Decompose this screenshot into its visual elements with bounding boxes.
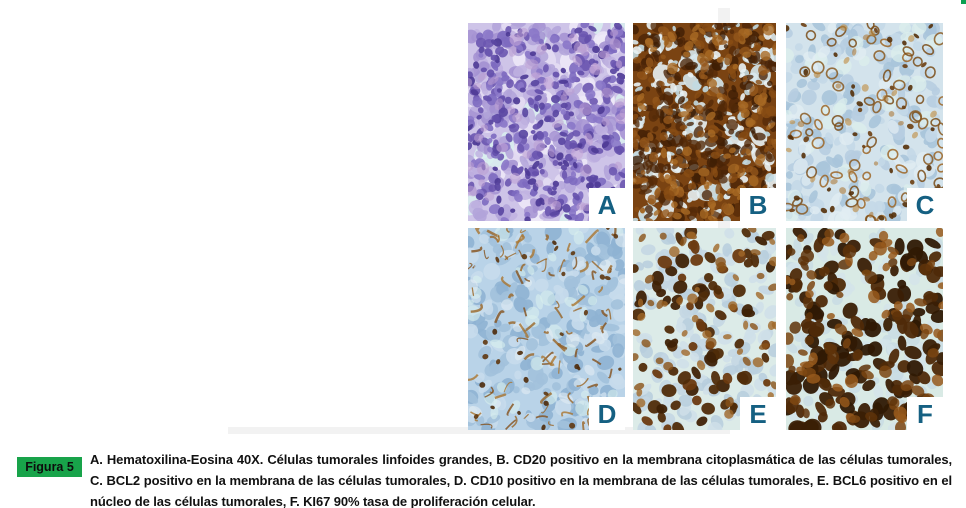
panel-A-letter: A	[597, 189, 617, 220]
panel-F-letter: F	[917, 398, 933, 429]
scan-artifact-green-fleck	[961, 0, 966, 4]
panel-D-letter: D	[597, 398, 617, 429]
panel-C-label-box: C	[907, 188, 943, 221]
panel-C-letter: C	[915, 189, 935, 220]
histology-image-D	[468, 228, 625, 430]
panel-A-hematoxylin-eosin: A	[468, 23, 625, 221]
panel-D-cd10: D	[468, 228, 625, 430]
panel-E-label-box: E	[740, 397, 776, 430]
panel-E-bcl6: E	[633, 228, 776, 430]
panel-A-label-box: A	[589, 188, 625, 221]
panel-B-label-box: B	[740, 188, 776, 221]
panel-B-letter: B	[748, 189, 768, 220]
histology-image-E	[633, 228, 776, 430]
panel-F-ki67: F	[786, 228, 943, 430]
panel-B-cd20: B	[633, 23, 776, 221]
histology-image-F	[786, 228, 943, 430]
panel-E-letter: E	[749, 398, 767, 429]
figure-caption: A. Hematoxilina-Eosina 40X. Células tumo…	[90, 452, 952, 508]
panel-C-bcl2: C	[786, 23, 943, 221]
figure-frame: A B C D E	[228, 8, 943, 434]
figure-number-chip: Figura 5	[17, 457, 82, 477]
panel-F-label-box: F	[907, 397, 943, 430]
panel-D-label-box: D	[589, 397, 625, 430]
